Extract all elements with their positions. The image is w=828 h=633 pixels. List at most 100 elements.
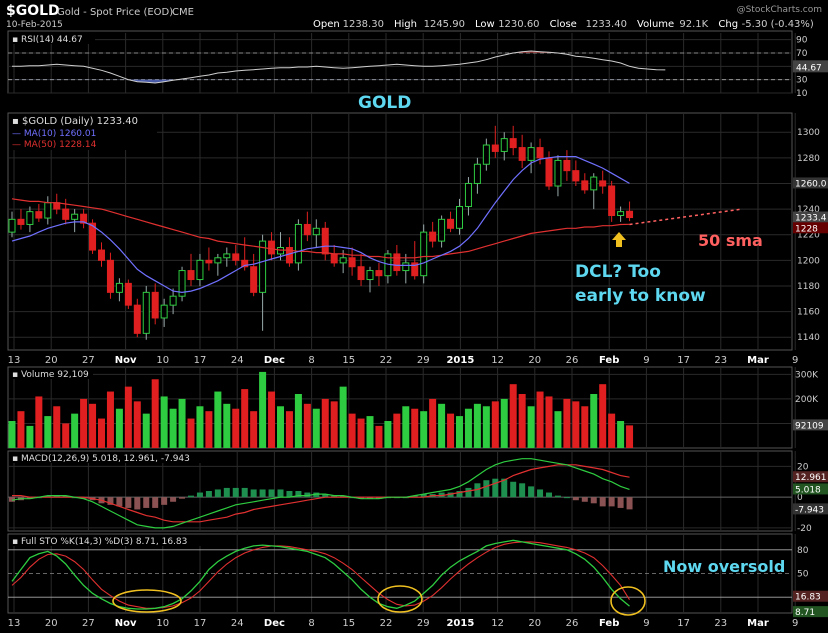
- sto-right-box: [793, 590, 828, 602]
- volume-bar: [482, 406, 490, 448]
- price-x-label: 27: [82, 355, 95, 366]
- price-candle: [473, 163, 481, 184]
- volume-bar: [62, 423, 70, 448]
- price-candle: [366, 270, 374, 281]
- volume-bar: [491, 401, 499, 448]
- macd-histogram-bar: [367, 497, 373, 499]
- macd-histogram-bar: [438, 492, 445, 498]
- macd-histogram-bar: [116, 497, 123, 507]
- volume-bar: [420, 411, 428, 448]
- rsi-tick-label: 10: [796, 89, 808, 99]
- rsi-title: ▪ RSI(14) 44.67: [12, 35, 83, 45]
- ohlc-value: 1233.40: [586, 19, 627, 30]
- volume-bar: [411, 408, 419, 448]
- macd-histogram-bar: [188, 495, 194, 498]
- price-candle: [268, 240, 276, 255]
- macd-histogram-bar: [474, 483, 481, 498]
- macd-histogram-bar: [331, 495, 338, 498]
- price-candle: [429, 231, 437, 242]
- gold-annotation: GOLD: [358, 93, 411, 113]
- price-x-label: 9: [643, 355, 649, 366]
- volume-bar: [375, 425, 383, 448]
- volume-bar: [241, 389, 249, 448]
- macd-histogram-bar: [205, 491, 212, 498]
- macd-histogram-bar: [134, 497, 141, 510]
- volume-bar: [617, 421, 625, 448]
- sto-x-label: 12: [491, 618, 504, 629]
- price-candle: [115, 282, 123, 293]
- macd-histogram-bar: [483, 480, 490, 498]
- macd-histogram-bar: [375, 497, 382, 499]
- price-candle: [536, 147, 544, 159]
- ohlc-label: Chg: [718, 19, 738, 30]
- macd-histogram-bar: [304, 492, 311, 498]
- macd-histogram-bar: [9, 497, 15, 502]
- volume-bar: [473, 403, 481, 448]
- macd-histogram-bar: [107, 497, 114, 505]
- price-candle: [241, 259, 249, 268]
- price-x-label: 23: [714, 355, 727, 366]
- price-candle: [572, 170, 580, 182]
- legend-ma10: — MA(10) 1260.01: [12, 129, 96, 139]
- macd-histogram-bar: [492, 478, 499, 498]
- volume-bar: [142, 413, 150, 448]
- macd-histogram-bar: [170, 497, 177, 502]
- price-candle: [178, 270, 186, 297]
- macd-histogram-bar: [232, 487, 239, 498]
- macd-tick-label: 0: [797, 493, 803, 503]
- volume-bar: [447, 413, 455, 448]
- sto-x-label: 17: [194, 618, 207, 629]
- sto-x-label: 27: [82, 618, 95, 629]
- sto-x-label: 24: [231, 618, 244, 629]
- volume-bar: [456, 416, 463, 448]
- oversold-annotation: Now oversold: [663, 557, 785, 576]
- macd-histogram-bar: [617, 497, 624, 508]
- rsi-oversold-fill: [12, 79, 666, 83]
- macd-histogram-bar: [125, 497, 132, 508]
- price-x-label: 26: [566, 355, 579, 366]
- price-candle: [563, 159, 571, 172]
- volume-bar: [133, 401, 141, 448]
- price-candle: [223, 253, 231, 259]
- volume-bar: [106, 391, 114, 448]
- price-candle: [294, 223, 302, 264]
- volume-bar: [527, 406, 535, 448]
- volume-bar: [518, 394, 526, 448]
- volume-bar: [223, 403, 231, 448]
- price-tick-label: 1240: [797, 205, 820, 215]
- macd-histogram-bar: [554, 495, 561, 498]
- ohlc-value: 1238.30: [343, 19, 384, 30]
- macd-histogram-bar: [223, 487, 230, 498]
- macd-histogram-bar: [546, 492, 552, 498]
- price-title: ▪ $GOLD (Daily) 1233.40: [12, 116, 138, 127]
- price-candle: [232, 253, 240, 261]
- rsi-tick-label: 90: [796, 36, 808, 46]
- volume-bar: [366, 416, 374, 448]
- ohlc-value: 1245.90: [424, 19, 465, 30]
- ohlc-label: Close: [550, 19, 577, 30]
- price-candle: [151, 291, 159, 319]
- volume-bar: [608, 413, 616, 448]
- price-candle: [420, 231, 428, 277]
- price-candle: [357, 266, 365, 281]
- macd-tick-label: -20: [797, 524, 812, 534]
- price-candle: [35, 211, 43, 219]
- price-x-label: 22: [380, 355, 393, 366]
- volume-bar: [277, 406, 284, 448]
- price-candle: [124, 282, 132, 306]
- sto-x-label: 9: [643, 618, 649, 629]
- volume-bar: [44, 416, 52, 448]
- macd-histogram-bar: [447, 492, 454, 498]
- price-candle: [98, 249, 105, 261]
- volume-bar: [464, 408, 472, 448]
- price-candle: [196, 259, 204, 281]
- volume-bar: [178, 398, 186, 448]
- volume-bar: [53, 406, 61, 448]
- oversold-circle: [112, 589, 182, 613]
- price-tick-label: 1220: [797, 231, 820, 241]
- macd-histogram-bar: [214, 489, 221, 498]
- price-x-label: 10: [156, 355, 169, 366]
- sto-k-line: [11, 539, 630, 610]
- sto-x-label: Dec: [264, 618, 285, 629]
